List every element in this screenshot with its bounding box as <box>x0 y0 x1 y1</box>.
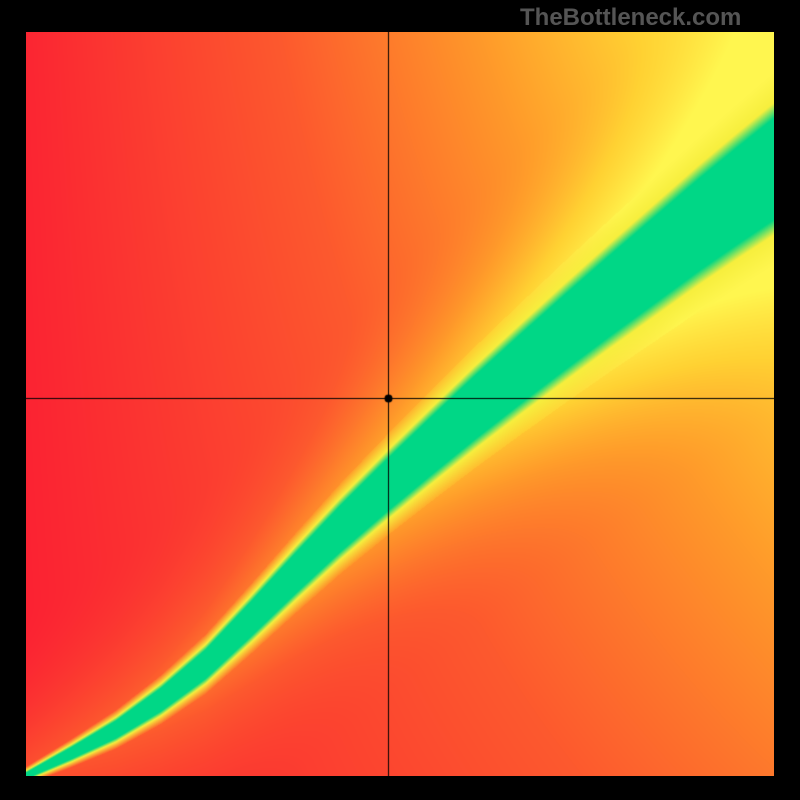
heatmap-plot <box>26 32 774 776</box>
watermark-text: TheBottleneck.com <box>520 4 741 32</box>
page-root: { "watermark": { "text": "TheBottleneck.… <box>0 0 800 800</box>
heatmap-canvas <box>26 32 774 776</box>
